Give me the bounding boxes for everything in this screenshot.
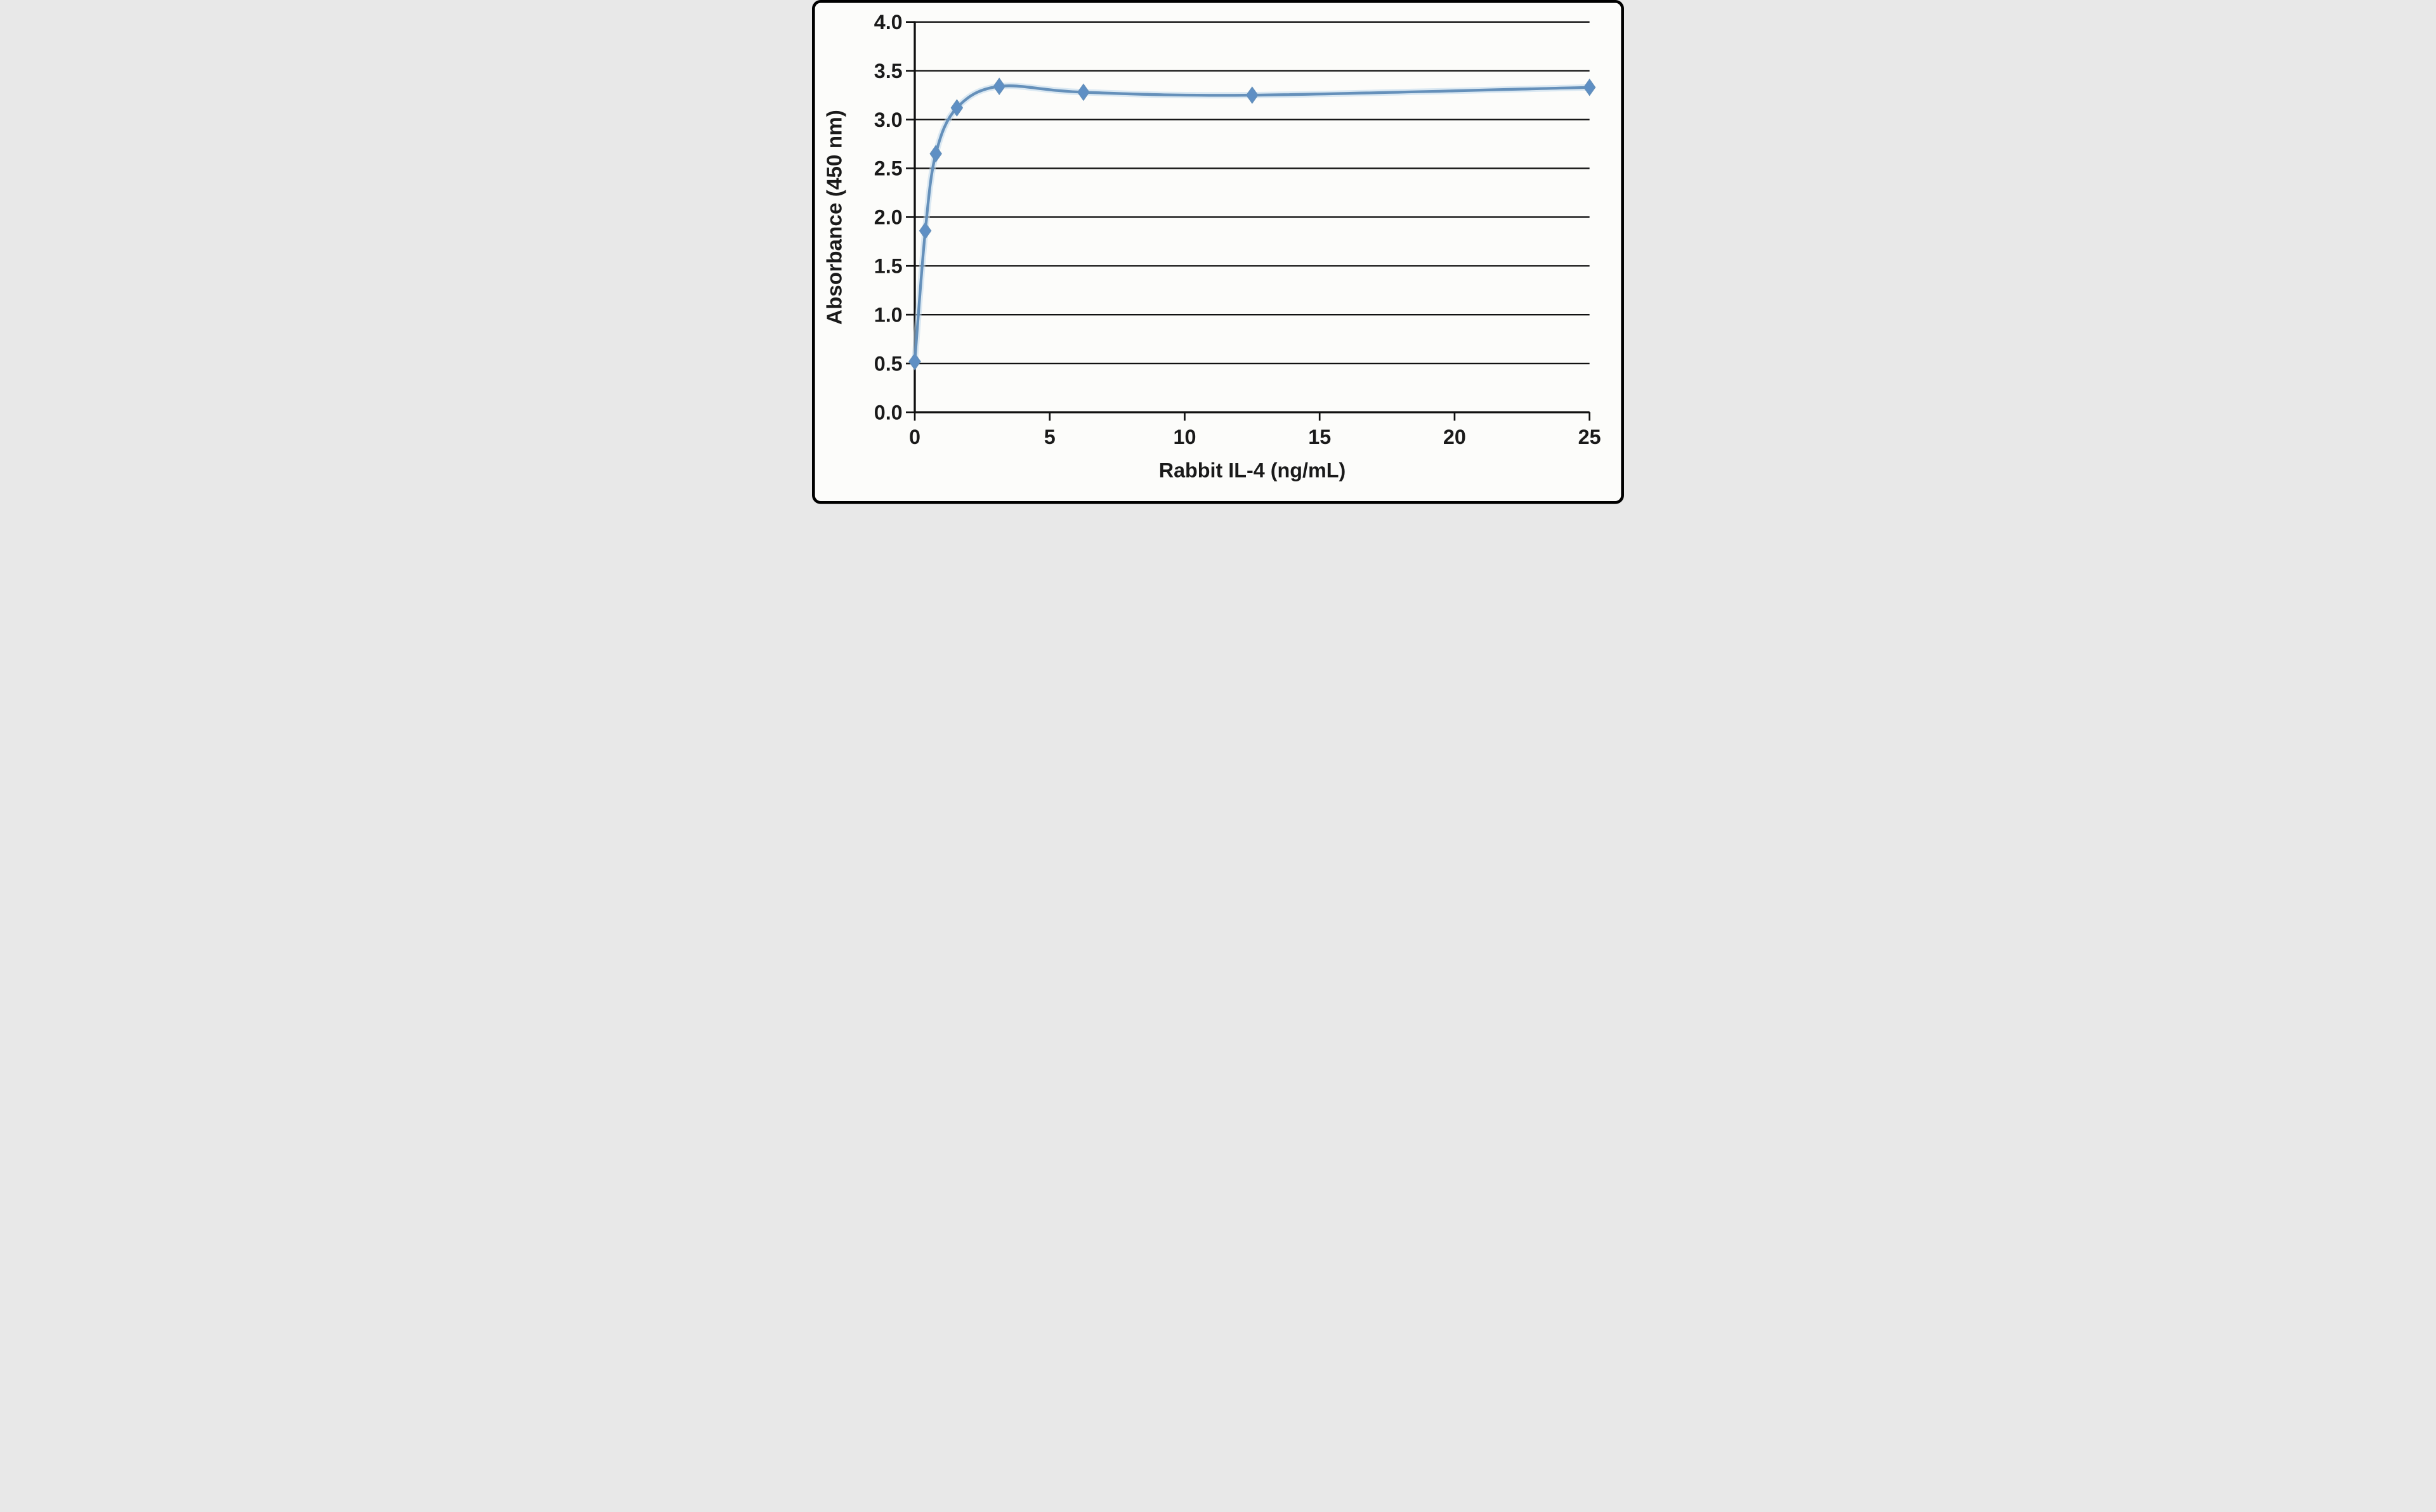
- data-point-marker-3.13: [993, 77, 1005, 96]
- y-tick-label-0.5: 0.5: [874, 352, 903, 375]
- data-point-marker-6.25: [1077, 83, 1090, 101]
- x-tick-label-20: 20: [1443, 426, 1466, 448]
- y-tick-label-2.5: 2.5: [874, 157, 903, 180]
- figure-border: [812, 0, 1624, 504]
- data-point-marker-12.5: [1246, 86, 1259, 104]
- elisa-standard-curve-chart: 0.0 0.5 1.0 1.5 2.0 2.5 3.0 3.5 4.0 0 5 10 15 20 25 Ra…: [812, 0, 1624, 504]
- tick-labels: 0.0 0.5 1.0 1.5 2.0 2.5 3.0 3.5 4.0 0 5 10 15 20 25: [874, 11, 1601, 448]
- chart-figure: 0.0 0.5 1.0 1.5 2.0 2.5 3.0 3.5 4.0 0 5 10 15 20 25 Ra…: [812, 0, 1624, 504]
- data-point-marker-1.56: [950, 99, 964, 117]
- x-tick-label-5: 5: [1044, 426, 1056, 448]
- x-axis-title: Rabbit IL-4 (ng/mL): [1159, 459, 1346, 482]
- y-tick-label-3.0: 3.0: [874, 108, 903, 131]
- x-tick-label-10: 10: [1173, 426, 1196, 448]
- gridlines: [915, 21, 1590, 365]
- y-tick-label-0.0: 0.0: [874, 401, 903, 424]
- x-tick-label-15: 15: [1308, 426, 1331, 448]
- data-point-marker-0: [908, 353, 921, 370]
- y-axis-title: Absorbance (450 nm): [823, 110, 847, 325]
- axis-ticks: [906, 21, 1590, 421]
- data-point-marker-0.39: [919, 222, 932, 240]
- x-tick-label-25: 25: [1578, 426, 1601, 448]
- y-tick-label-3.5: 3.5: [874, 60, 903, 82]
- x-tick-label-0: 0: [909, 426, 920, 448]
- data-point-marker-0.78: [929, 145, 943, 163]
- data-point-marker-25: [1583, 78, 1596, 96]
- y-tick-label-1.5: 1.5: [874, 255, 903, 278]
- data-series: [908, 77, 1596, 370]
- y-tick-label-4.0: 4.0: [874, 11, 903, 34]
- y-tick-label-1.0: 1.0: [874, 303, 903, 326]
- y-tick-label-2.0: 2.0: [874, 206, 903, 229]
